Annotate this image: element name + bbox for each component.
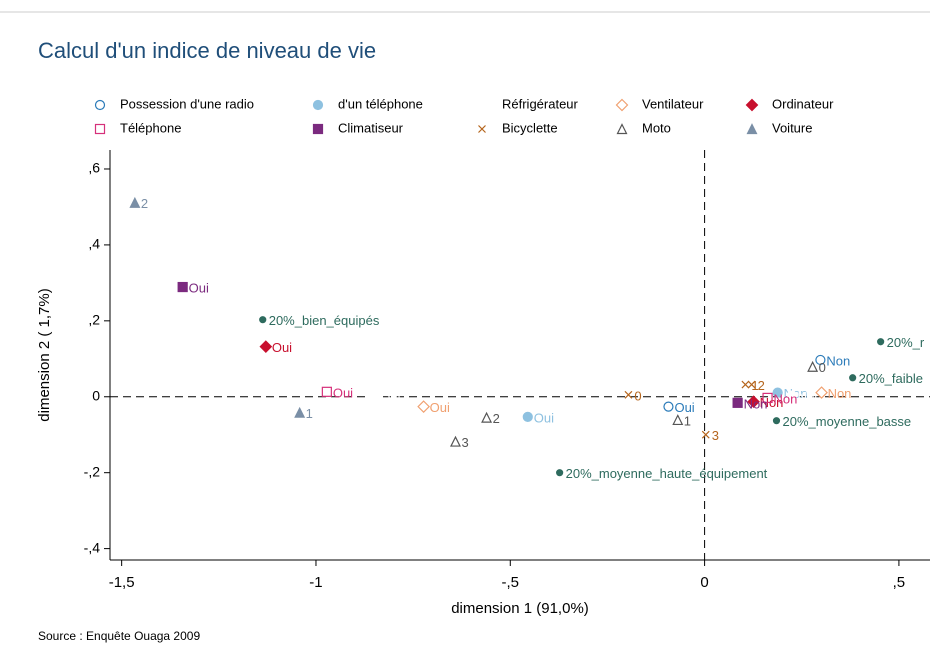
point <box>741 380 750 389</box>
point <box>672 414 684 426</box>
legend-marker <box>616 123 628 135</box>
point-label: 20%_moyenne_haute_équipement <box>566 466 768 481</box>
chart-title: Calcul d'un indice de niveau de vie <box>38 38 376 63</box>
point-label: 3 <box>461 435 468 450</box>
legend-label: Moto <box>642 120 671 135</box>
point <box>259 340 273 353</box>
point <box>294 406 306 418</box>
point-label: 20%_faible <box>859 371 923 386</box>
point-label: 3 <box>712 428 719 443</box>
point <box>772 387 783 398</box>
point-label: 0 <box>634 388 641 403</box>
point <box>762 392 773 403</box>
point <box>321 386 332 397</box>
point-label: 1 <box>751 378 758 393</box>
point-label: 2 <box>758 378 765 393</box>
point <box>772 417 781 425</box>
y-axis-title: dimension 2 ( 1,7%) <box>36 288 53 421</box>
x-tick-label: -1,5 <box>109 574 135 591</box>
point <box>786 390 797 401</box>
point <box>481 411 493 423</box>
point-label: Non <box>828 386 852 401</box>
point-label: 2 <box>493 411 500 426</box>
point-label: 1 <box>306 406 313 421</box>
legend-marker <box>615 98 629 112</box>
source: Source : Enquête Ouaga 2009 <box>38 629 200 643</box>
point-label: Oui <box>674 400 694 415</box>
point-label: Oui <box>534 410 554 425</box>
point <box>815 354 826 366</box>
legend-label: Voiture <box>772 120 812 135</box>
point <box>732 397 743 408</box>
y-tick-label: -,2 <box>84 463 101 479</box>
legend-marker <box>94 99 106 111</box>
x-tick-label: ,5 <box>893 574 906 591</box>
point <box>369 391 380 402</box>
point <box>815 386 828 399</box>
point-label: 0 <box>819 360 826 375</box>
legend-label: Réfrigérateur <box>502 96 579 111</box>
point-label: Oui <box>430 400 450 415</box>
x-tick-label: 0 <box>700 574 708 591</box>
legend-marker <box>478 125 486 133</box>
y-tick-label: 0 <box>92 387 100 403</box>
x-axis-title: dimension 1 (91,0%) <box>451 600 589 617</box>
legend-label: Bicyclette <box>502 120 558 135</box>
x-tick-label: -1 <box>309 574 322 591</box>
point-label: Non <box>826 353 850 368</box>
y-tick-label: ,4 <box>88 236 100 252</box>
point-label: 1 <box>684 413 691 428</box>
point <box>849 374 857 382</box>
y-tick-label: -,4 <box>84 539 101 555</box>
point <box>663 401 674 412</box>
point <box>259 316 267 324</box>
legend-marker <box>312 99 324 111</box>
y-tick-label: ,6 <box>88 160 100 176</box>
point-label: Oui <box>189 280 209 295</box>
x-tick-label: -,5 <box>502 574 520 591</box>
point-label: Non <box>774 391 798 406</box>
legend-label: Ventilateur <box>642 96 704 111</box>
point <box>522 411 533 422</box>
point <box>129 196 141 208</box>
point-label: 2 <box>141 196 148 211</box>
point <box>747 380 756 389</box>
legend-marker <box>746 123 758 135</box>
point <box>807 360 819 372</box>
point-label: Oui <box>333 385 353 400</box>
y-tick-label: ,2 <box>88 312 100 328</box>
legend-marker <box>94 123 106 135</box>
point <box>417 400 430 413</box>
legend-label: Possession d'une radio <box>120 96 254 111</box>
point-label: Oui <box>272 340 292 355</box>
legend-label: Téléphone <box>120 120 181 135</box>
point-label: Oui <box>380 390 400 405</box>
legend-label: Climatiseur <box>338 120 404 135</box>
point <box>177 281 188 293</box>
legend-label: Ordinateur <box>772 96 834 111</box>
point <box>624 390 633 399</box>
legend-marker <box>745 98 759 112</box>
legend-label: d'un téléphone <box>338 96 423 111</box>
point <box>450 435 461 447</box>
point-label: 20%_moyenne_basse <box>782 414 911 429</box>
point <box>877 338 885 346</box>
point <box>701 430 710 439</box>
point-label: 20%_r <box>887 335 925 350</box>
point <box>747 395 760 409</box>
legend-marker <box>312 123 324 135</box>
point-label: 20%_bien_équipés <box>269 313 380 328</box>
point <box>556 469 564 477</box>
point-label: Non <box>744 396 768 411</box>
